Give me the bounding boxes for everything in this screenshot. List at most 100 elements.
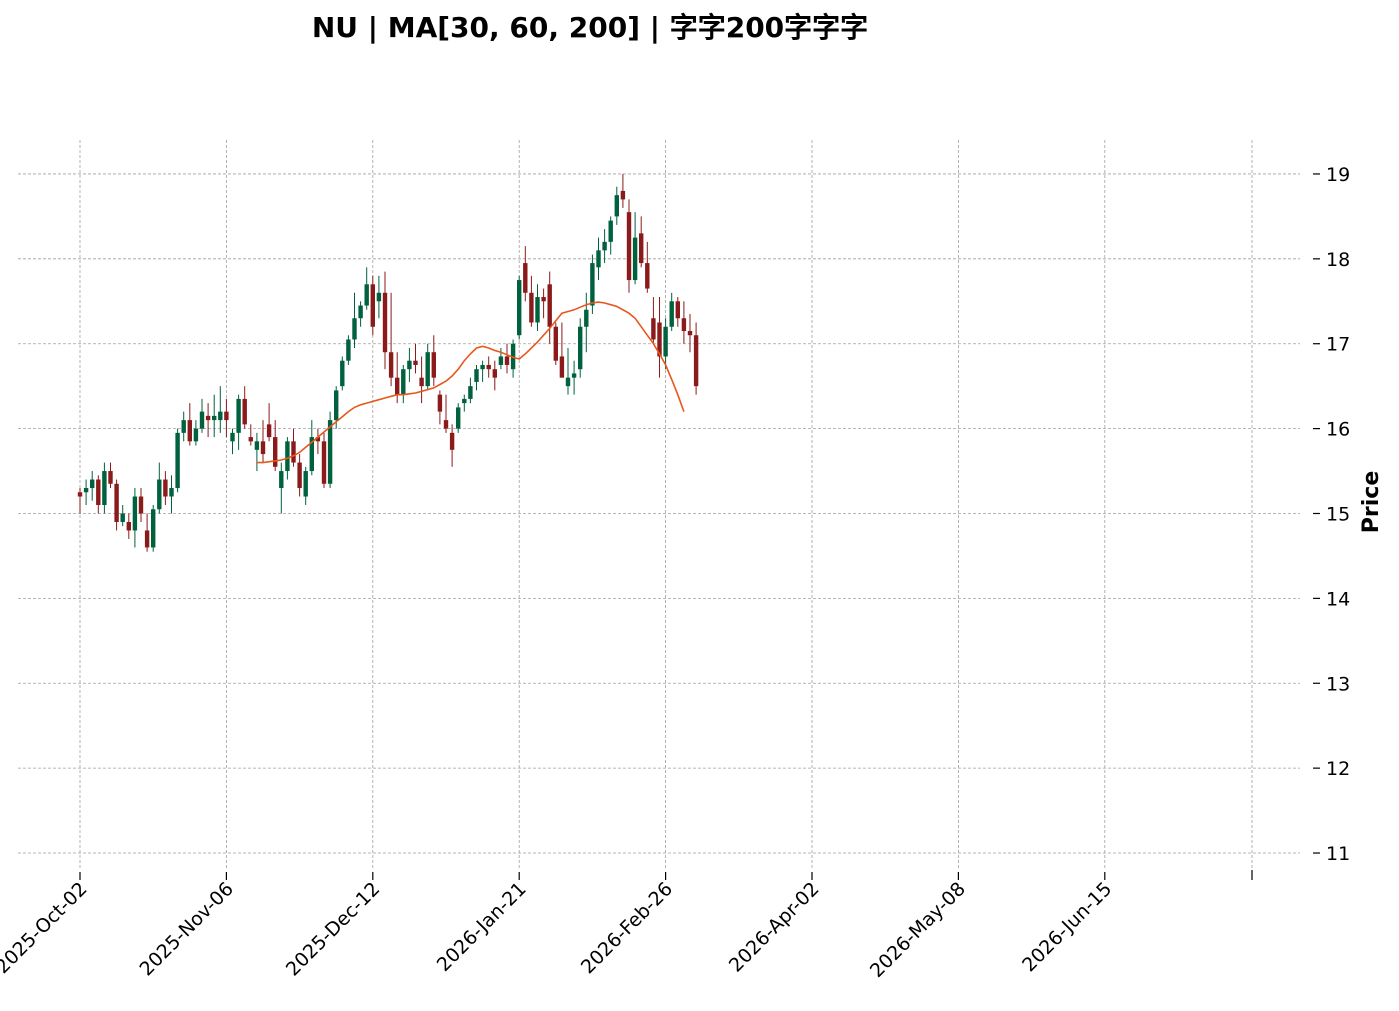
candle-body	[230, 432, 235, 442]
candle-body	[297, 462, 302, 489]
candle-body	[303, 471, 308, 497]
candle-body	[126, 521, 131, 531]
candle-body	[559, 356, 565, 378]
candle-body	[224, 411, 229, 421]
candle-body	[413, 360, 418, 365]
grid	[18, 140, 1300, 870]
candle-body	[578, 326, 583, 370]
x-tick-label: 2025-Dec-12	[282, 878, 385, 981]
candle-body	[291, 441, 296, 463]
candle-body	[407, 360, 412, 370]
candle-body	[236, 398, 241, 433]
candle-body	[266, 424, 272, 438]
candle-body	[144, 530, 150, 548]
candle-body	[83, 488, 89, 493]
candle-body	[675, 301, 680, 319]
candle-body	[376, 292, 382, 302]
y-tick-label: 15	[1326, 503, 1350, 525]
candle-body	[584, 309, 589, 327]
y-tick-label: 18	[1326, 249, 1350, 271]
candle-body	[547, 284, 552, 327]
candle-body	[273, 437, 278, 467]
candle-body	[254, 441, 260, 450]
candle-body	[327, 420, 333, 484]
candle-body	[340, 360, 345, 387]
candle-body	[114, 483, 119, 522]
candle-body	[602, 241, 607, 251]
candle-body	[279, 471, 284, 489]
candle-body	[346, 339, 351, 361]
candle-body	[370, 284, 375, 327]
candle-body	[456, 407, 461, 429]
candle-body	[468, 386, 473, 399]
y-tick-label: 17	[1326, 334, 1350, 356]
y-tick-label: 16	[1326, 419, 1350, 441]
candle-body	[358, 305, 363, 319]
candle-body	[669, 301, 674, 327]
candle-body	[608, 220, 613, 242]
candle-body	[614, 195, 619, 217]
x-tick-label: 2025-Oct-02	[0, 878, 92, 978]
candle-body	[517, 280, 522, 336]
x-axis: 2025-Oct-02 2025-Nov-06 2025-Dec-12 2026-Ja…	[0, 870, 1253, 982]
candle-body	[449, 432, 455, 450]
candle-body	[108, 471, 113, 484]
candle-body	[504, 356, 510, 365]
candle-body	[205, 415, 211, 421]
candle-body	[553, 326, 558, 361]
y-tick-label: 19	[1326, 164, 1350, 186]
candle-body	[437, 394, 443, 412]
candle-body	[462, 398, 467, 404]
y-tick-label: 11	[1326, 843, 1350, 865]
candle-body	[565, 377, 571, 387]
candle-body	[102, 471, 107, 505]
y-axis: 11 12 13 14 15 16 17 18 19	[1313, 164, 1350, 865]
candle-body	[480, 364, 485, 370]
candle-body	[596, 250, 601, 268]
candle-body	[395, 377, 400, 395]
candle-body	[242, 398, 247, 425]
candle-body	[364, 284, 369, 306]
candle-body	[474, 369, 479, 382]
y-axis-label: Price	[1359, 471, 1384, 533]
candle-body	[657, 322, 662, 357]
candle-body	[199, 411, 205, 429]
moving-averages	[256, 301, 685, 464]
candle-body	[169, 488, 174, 497]
x-tick-label: 2026-Feb-26	[577, 878, 677, 978]
candle-body	[309, 437, 314, 472]
candle-body	[187, 420, 192, 442]
candle-body	[120, 513, 125, 522]
candle-body	[315, 437, 321, 442]
candle-body	[535, 297, 540, 323]
candle-body	[419, 377, 424, 387]
candle-body	[541, 297, 546, 302]
candle-body	[334, 390, 339, 421]
candle-body	[138, 496, 144, 514]
candle-body	[212, 415, 217, 421]
candle-body	[218, 411, 223, 421]
candle-body	[529, 292, 534, 323]
candle-body	[645, 263, 650, 289]
candle-body	[687, 330, 693, 336]
candle-body	[651, 318, 656, 340]
candle-body	[77, 492, 83, 497]
candle-body	[681, 318, 687, 331]
x-tick-label: 2026-Apr-02	[725, 878, 824, 977]
candle-body	[285, 441, 290, 472]
candle-body	[90, 479, 95, 489]
candle-body	[626, 212, 632, 281]
candle-body	[382, 292, 388, 353]
candle-body	[401, 369, 406, 395]
candle-body	[425, 352, 430, 387]
candle-body	[431, 352, 436, 378]
candle-body	[693, 335, 699, 387]
candle-body	[181, 420, 186, 433]
x-tick-label: 2025-Nov-06	[136, 878, 238, 980]
candle-body	[663, 326, 668, 357]
x-tick-label: 2026-Jan-21	[433, 878, 531, 976]
candle-body	[248, 437, 253, 442]
ma-line	[256, 301, 685, 464]
candle-body	[132, 496, 138, 531]
